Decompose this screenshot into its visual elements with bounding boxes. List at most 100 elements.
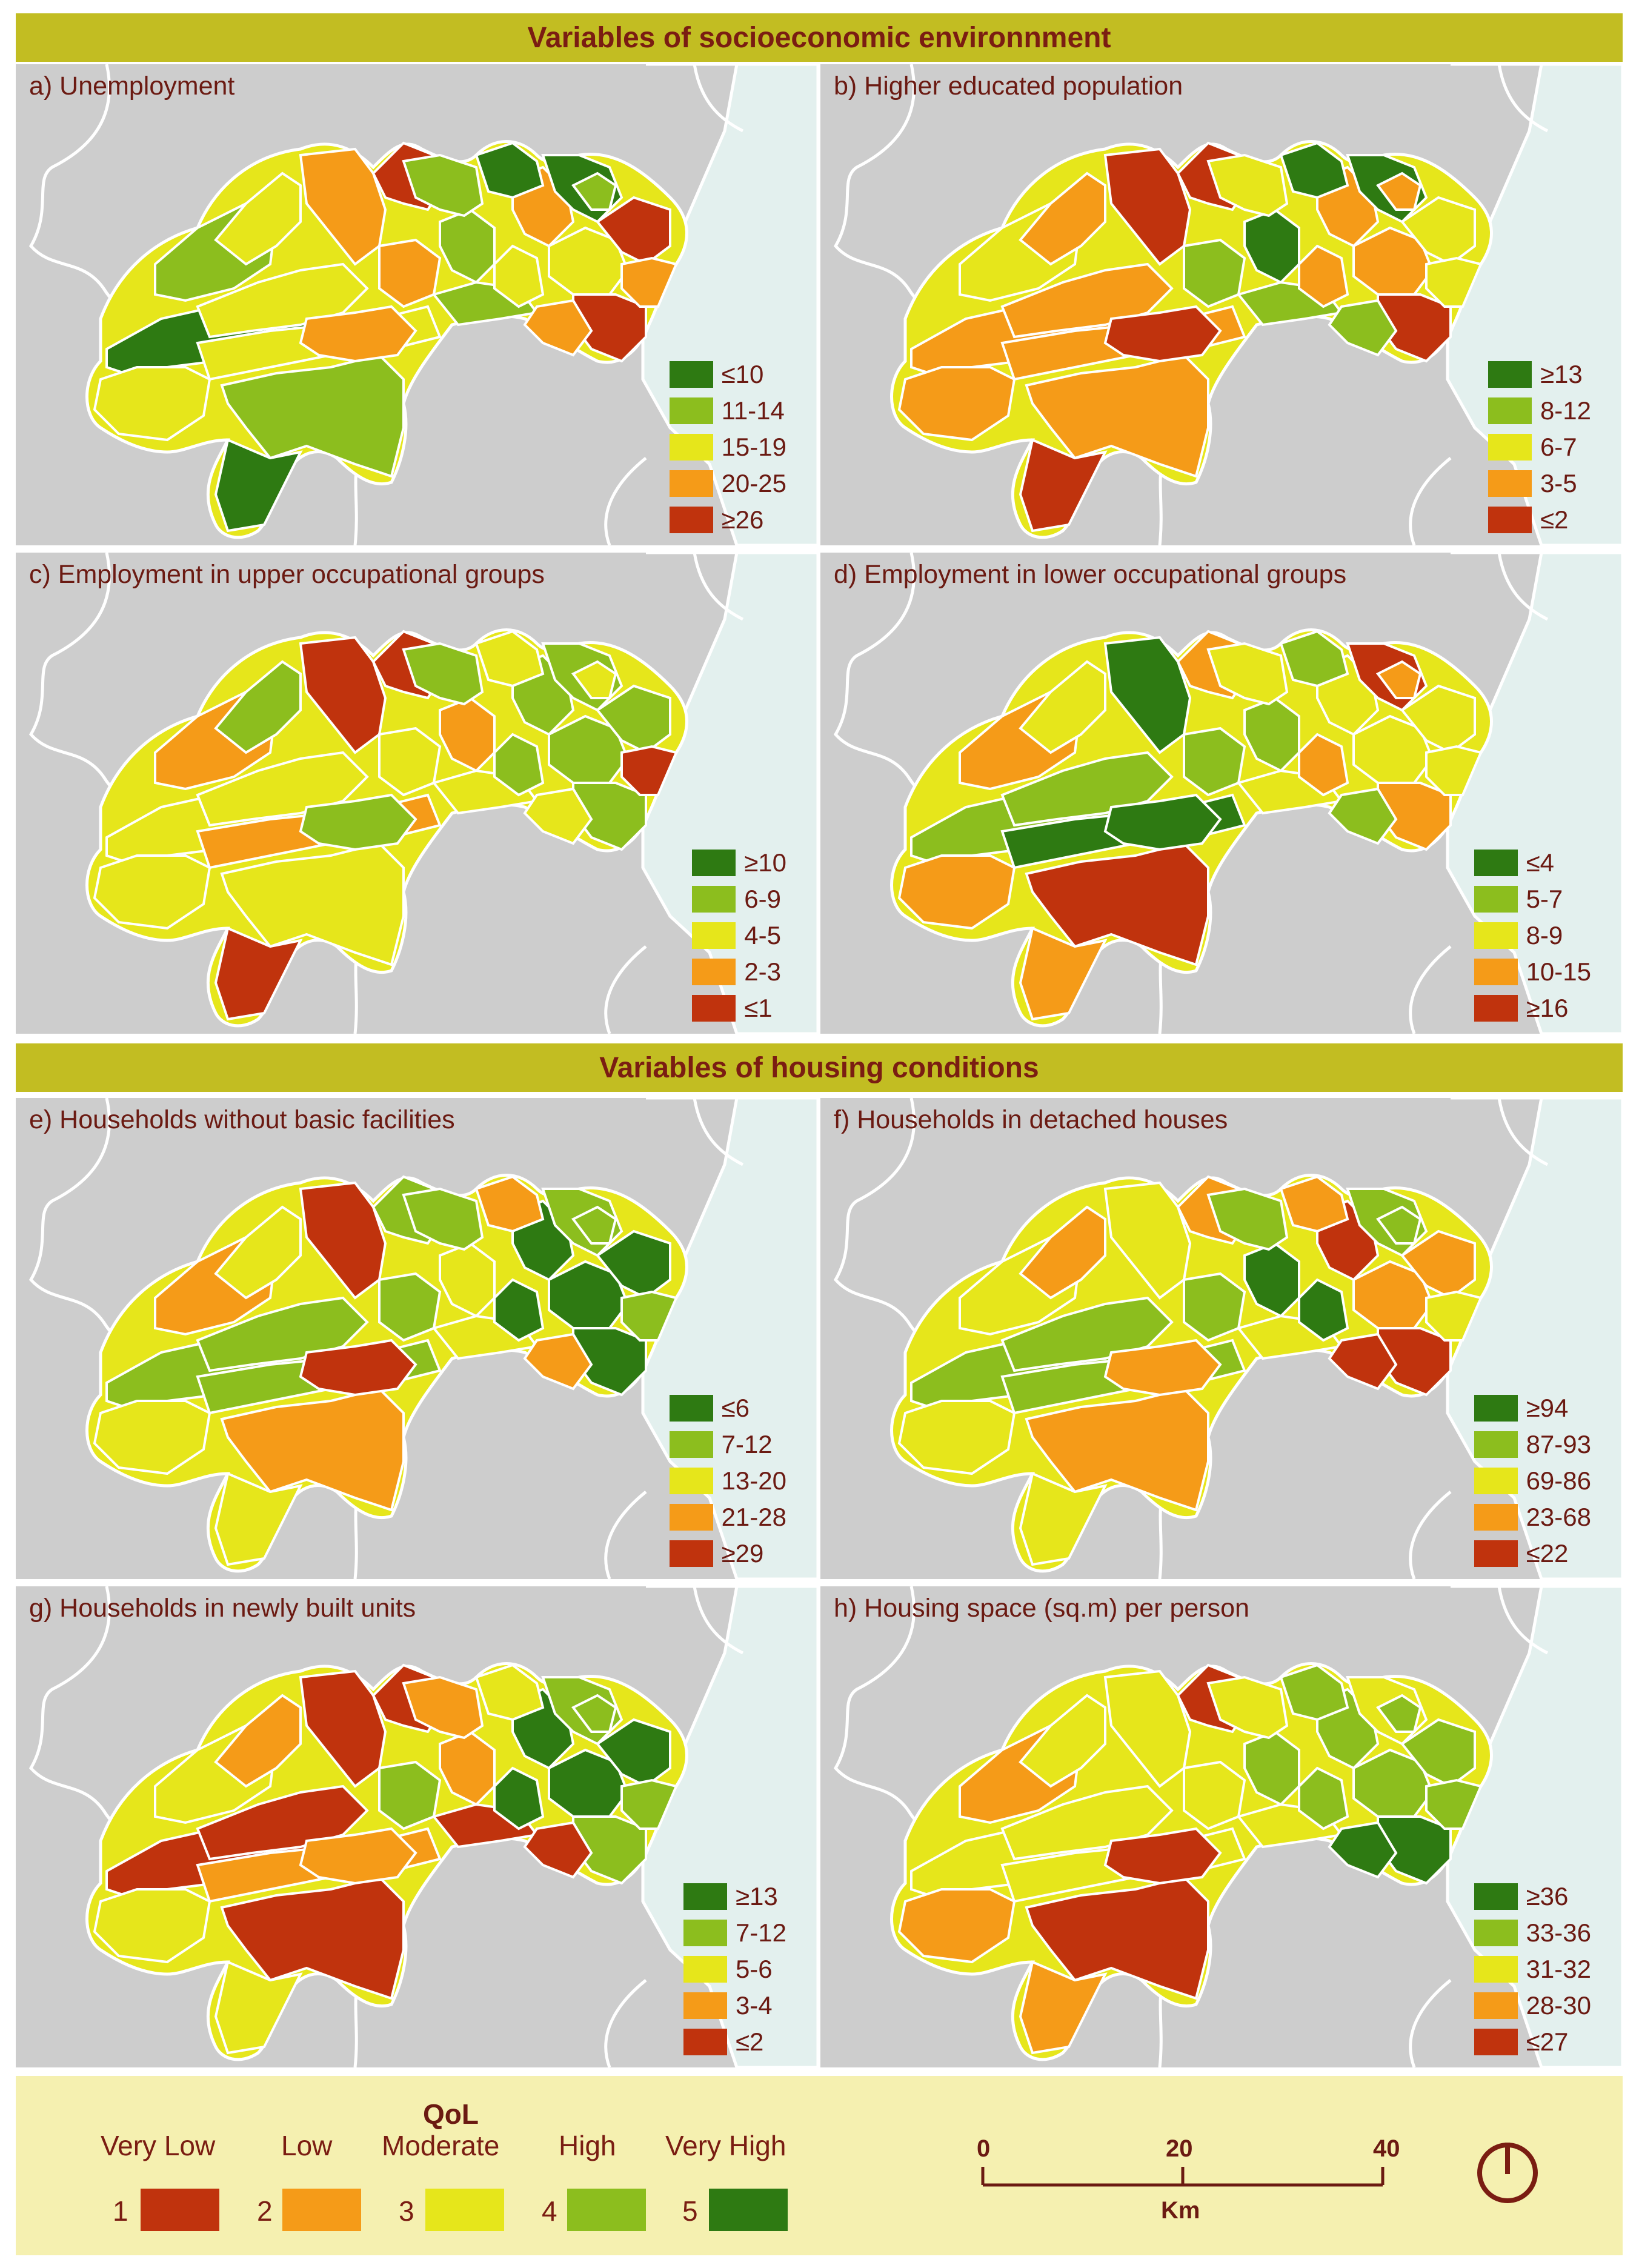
qol-class-swatch bbox=[425, 2189, 504, 2231]
legend-label: 6-7 bbox=[1540, 433, 1577, 461]
map-region bbox=[1000, 1296, 1174, 1372]
map-region bbox=[897, 1888, 1016, 1964]
map-region bbox=[1279, 630, 1349, 688]
map-region bbox=[620, 1290, 678, 1342]
legend-label: 6-9 bbox=[744, 885, 781, 913]
map-region bbox=[1019, 1694, 1106, 1788]
legend-swatch bbox=[1474, 1956, 1518, 1983]
map-legend: ≥13 7-12 5-6 3-4 ≤2 bbox=[683, 1878, 786, 2060]
map-region bbox=[1000, 1784, 1174, 1861]
map-panel-e: e) Households without basic facilities ≤… bbox=[16, 1098, 818, 1579]
map-region bbox=[1103, 1339, 1222, 1397]
legend-item: 33-36 bbox=[1474, 1915, 1591, 1951]
legend-item: ≥13 bbox=[1488, 356, 1591, 393]
legend-label: ≥29 bbox=[721, 1539, 764, 1568]
map-region bbox=[620, 256, 678, 308]
legend-item: ≥26 bbox=[669, 502, 786, 538]
map-region bbox=[571, 1205, 617, 1245]
map-region bbox=[493, 1766, 545, 1831]
legend-item: 5-6 bbox=[683, 1951, 786, 1987]
legend-item: 2-3 bbox=[692, 954, 786, 990]
map-panel-g: g) Households in newly built units ≥13 7… bbox=[16, 1586, 818, 2067]
section-title: Variables of socioeconomic environnment bbox=[527, 21, 1111, 54]
legend-item: 8-9 bbox=[1474, 917, 1591, 954]
legend-label: 7-12 bbox=[735, 1918, 786, 1947]
legend-label: 3-5 bbox=[1540, 469, 1577, 497]
legend-item: 3-5 bbox=[1488, 465, 1591, 502]
legend-item: ≥10 bbox=[692, 845, 786, 881]
map-region bbox=[1019, 926, 1108, 1021]
map-region bbox=[523, 787, 593, 845]
map-region bbox=[402, 1187, 484, 1251]
panel-title: a) Unemployment bbox=[29, 71, 235, 101]
legend-item: 4-5 bbox=[692, 917, 786, 954]
panel-title: d) Employment in lower occupational grou… bbox=[834, 560, 1347, 589]
map-region bbox=[1000, 262, 1174, 339]
map-panel-c: c) Employment in upper occupational grou… bbox=[16, 553, 818, 1034]
map-region bbox=[93, 366, 211, 442]
map-region bbox=[402, 642, 484, 706]
legend-label: ≤1 bbox=[744, 994, 773, 1022]
map-svg bbox=[833, 64, 1623, 545]
legend-swatch bbox=[1474, 886, 1518, 913]
map-region bbox=[1298, 733, 1349, 797]
map-legend: ≥13 8-12 6-7 3-5 ≤2 bbox=[1488, 356, 1591, 538]
legend-item: 13-20 bbox=[669, 1463, 786, 1499]
map-legend: ≤10 11-14 15-19 20-25 ≥26 bbox=[669, 356, 786, 538]
map-region bbox=[1103, 793, 1222, 851]
legend-item: ≤10 bbox=[669, 356, 786, 393]
map-svg bbox=[833, 553, 1623, 1034]
legend-swatch bbox=[1488, 507, 1532, 533]
map-region bbox=[571, 660, 617, 699]
map-region bbox=[196, 751, 369, 827]
qol-class-label: Very Low bbox=[101, 2130, 216, 2161]
legend-swatch bbox=[669, 470, 713, 497]
admin-boundaries bbox=[28, 1586, 744, 2067]
legend-item: 6-7 bbox=[1488, 429, 1591, 465]
map-region bbox=[1425, 1290, 1483, 1342]
map-legend: ≥94 87-93 69-86 23-68 ≤22 bbox=[1474, 1390, 1591, 1572]
admin-boundaries bbox=[28, 64, 744, 545]
map-region bbox=[1019, 1472, 1108, 1566]
scale-tick-40: 40 bbox=[1373, 2135, 1400, 2162]
map-region bbox=[620, 745, 678, 796]
legend-item: ≥13 bbox=[683, 1878, 786, 1915]
map-region bbox=[1000, 751, 1174, 827]
legend-label: ≤27 bbox=[1526, 2027, 1569, 2056]
legend-label: 33-36 bbox=[1526, 1918, 1591, 1947]
map-region bbox=[1206, 642, 1289, 706]
map-region bbox=[1400, 1229, 1476, 1300]
panel-title: c) Employment in upper occupational grou… bbox=[29, 560, 545, 589]
legend-swatch bbox=[1474, 1468, 1518, 1494]
admin-boundaries bbox=[28, 1098, 744, 1579]
panel-title: g) Households in newly built units bbox=[29, 1594, 416, 1623]
legend-label: 87-93 bbox=[1526, 1430, 1591, 1458]
legend-label: 13-20 bbox=[721, 1466, 786, 1495]
legend-item: 15-19 bbox=[669, 429, 786, 465]
legend-label: ≤10 bbox=[721, 360, 764, 388]
map-region bbox=[1025, 842, 1209, 966]
legend-swatch bbox=[1474, 995, 1518, 1022]
map-region bbox=[1206, 1187, 1289, 1251]
legend-label: ≤6 bbox=[721, 1394, 750, 1422]
map-region bbox=[439, 1730, 496, 1806]
legend-item: ≤6 bbox=[669, 1390, 786, 1426]
map-region bbox=[1375, 1694, 1422, 1733]
legend-swatch bbox=[692, 995, 736, 1022]
map-region bbox=[299, 793, 417, 851]
legend-swatch bbox=[683, 2029, 727, 2055]
panel-title: h) Housing space (sq.m) per person bbox=[834, 1594, 1249, 1623]
section-banner-socio: Variables of socioeconomic environnment bbox=[16, 13, 1623, 62]
map-legend: ≤4 5-7 8-9 10-15 ≥16 bbox=[1474, 845, 1591, 1026]
map-region bbox=[378, 727, 442, 797]
legend-item: 3-4 bbox=[683, 1987, 786, 2024]
legend-label: 15-19 bbox=[721, 433, 786, 461]
legend-label: ≥16 bbox=[1526, 994, 1569, 1022]
map-region bbox=[897, 366, 1016, 442]
admin-boundaries bbox=[833, 64, 1549, 545]
map-panel-h: h) Housing space (sq.m) per person ≥36 3… bbox=[820, 1586, 1623, 2067]
map-region bbox=[1425, 745, 1483, 796]
map-panel-d: d) Employment in lower occupational grou… bbox=[820, 553, 1623, 1034]
legend-swatch bbox=[669, 1395, 713, 1422]
map-region bbox=[474, 141, 545, 199]
